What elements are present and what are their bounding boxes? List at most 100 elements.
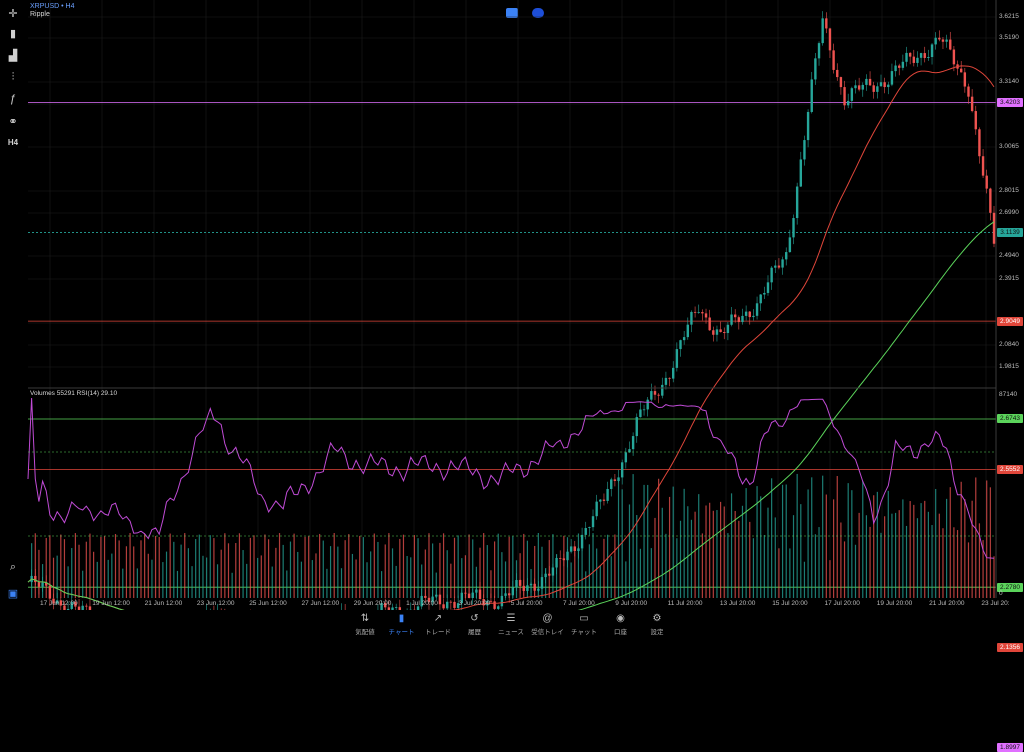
candle-body xyxy=(752,315,755,318)
volume-bar xyxy=(308,536,310,598)
tab-news[interactable]: ☰ ニュース xyxy=(494,612,528,638)
candle-body xyxy=(781,259,784,268)
volume-bar xyxy=(953,527,955,598)
volume-bar xyxy=(391,548,394,598)
price-tag: 2.1356 xyxy=(997,643,1023,653)
volume-bar xyxy=(406,556,408,598)
clock-icon[interactable] xyxy=(532,8,544,18)
volume-bar xyxy=(738,520,740,598)
volume-bar xyxy=(687,506,689,598)
volume-bar xyxy=(639,548,642,598)
volume-bar xyxy=(468,534,470,598)
time-axis-label: 23 Jul 20: xyxy=(981,600,1010,607)
volume-bar xyxy=(592,533,594,598)
candle-body xyxy=(446,601,449,609)
candle-body xyxy=(846,100,850,106)
volume-bar xyxy=(162,562,164,598)
tab-chart[interactable]: ▮ チャート xyxy=(385,612,419,638)
time-axis-label: 23 Jun 12:00 xyxy=(196,600,235,607)
settings-icon[interactable]: ▣ xyxy=(7,587,19,600)
candle-body xyxy=(537,588,540,591)
volume-bar xyxy=(596,548,598,598)
tab-history[interactable]: ↺ 履歴 xyxy=(458,612,492,638)
volume-bar xyxy=(956,530,959,598)
volume-bar xyxy=(249,537,251,598)
candle-body xyxy=(85,605,88,607)
tab-settings[interactable]: ⚙ 設定 xyxy=(640,612,674,638)
volume-bar xyxy=(140,540,142,598)
volume-bar xyxy=(792,515,795,598)
tab-account[interactable]: ◉ 口座 xyxy=(604,612,638,638)
volume-bar xyxy=(949,487,951,598)
quotes-icon: ⇅ xyxy=(360,613,370,624)
candle-body xyxy=(828,28,832,51)
candle-body xyxy=(438,594,442,605)
volume-bar xyxy=(577,533,580,598)
function-icon[interactable]: ƒ xyxy=(9,93,17,105)
price-chart[interactable] xyxy=(0,0,1024,640)
candle-body xyxy=(770,267,773,283)
tab-chat[interactable]: ▭ チャット xyxy=(567,612,601,638)
volume-bar xyxy=(807,489,809,598)
time-axis-label: 15 Jul 20:00 xyxy=(772,600,808,607)
volume-bar xyxy=(690,519,693,598)
candle-body xyxy=(497,606,500,609)
volume-bar xyxy=(424,549,426,598)
candles-icon[interactable]: ▮ xyxy=(9,27,17,40)
chart-type-icon[interactable]: ▟ xyxy=(8,49,18,62)
tab-quotes[interactable]: ⇅ 気配値 xyxy=(348,612,382,638)
price-tag: 2.6743 xyxy=(997,414,1023,424)
rsi-line xyxy=(27,397,995,559)
crosshair-icon[interactable]: ✛ xyxy=(8,7,18,20)
trade-panel-icon[interactable] xyxy=(506,8,518,18)
candle-body xyxy=(894,65,897,72)
volume-bar xyxy=(800,504,802,598)
candle-body xyxy=(588,527,591,529)
candle-body xyxy=(726,324,730,334)
candle-body xyxy=(48,585,52,599)
objects-icon[interactable]: ⚭ xyxy=(8,115,18,128)
time-axis-label: 27 Jun 12:00 xyxy=(301,600,340,607)
ma-slow-line xyxy=(27,221,995,634)
candle-body xyxy=(635,417,638,437)
candle-body xyxy=(730,314,733,325)
tab-trade[interactable]: ↗ トレード xyxy=(421,612,455,638)
volume-bar xyxy=(428,533,430,598)
candle-body xyxy=(460,592,463,604)
volume-bar xyxy=(585,571,587,598)
volume-bar xyxy=(501,552,503,598)
volume-bar xyxy=(814,534,816,598)
indicators-icon[interactable]: ⫶ xyxy=(11,70,15,83)
volume-bar xyxy=(82,570,84,598)
volume-bar xyxy=(701,533,703,598)
volume-bar xyxy=(144,534,146,598)
volume-bar xyxy=(304,536,306,598)
volume-bar xyxy=(749,521,751,598)
volume-bar xyxy=(275,547,277,598)
volume-bar xyxy=(614,534,616,598)
volume-axis-top: 87140 xyxy=(999,391,1018,398)
candle-body xyxy=(661,384,664,396)
candle-body xyxy=(723,332,726,334)
zoom-icon[interactable]: ⌕ xyxy=(9,560,17,573)
candle-body xyxy=(613,479,617,481)
candle-body xyxy=(708,317,711,331)
candle-body xyxy=(803,140,806,160)
volume-bar xyxy=(843,541,846,598)
volume-bar xyxy=(206,557,208,598)
candle-body xyxy=(843,87,846,106)
volume-bar xyxy=(151,559,153,598)
candle-body xyxy=(606,488,609,501)
volume-bar xyxy=(650,548,652,598)
candle-body xyxy=(70,601,73,609)
volume-bar xyxy=(643,484,645,598)
volume-bar xyxy=(785,484,787,598)
volume-bar xyxy=(209,535,211,598)
timeframe-button[interactable]: H4 xyxy=(7,137,19,147)
candle-body xyxy=(748,311,751,318)
volume-bar xyxy=(216,564,219,598)
tab-inbox[interactable]: @ 受信トレイ xyxy=(531,612,565,638)
volume-bar xyxy=(348,534,350,598)
price-tag: 3.1139 xyxy=(997,227,1023,237)
volume-bar xyxy=(220,549,222,598)
